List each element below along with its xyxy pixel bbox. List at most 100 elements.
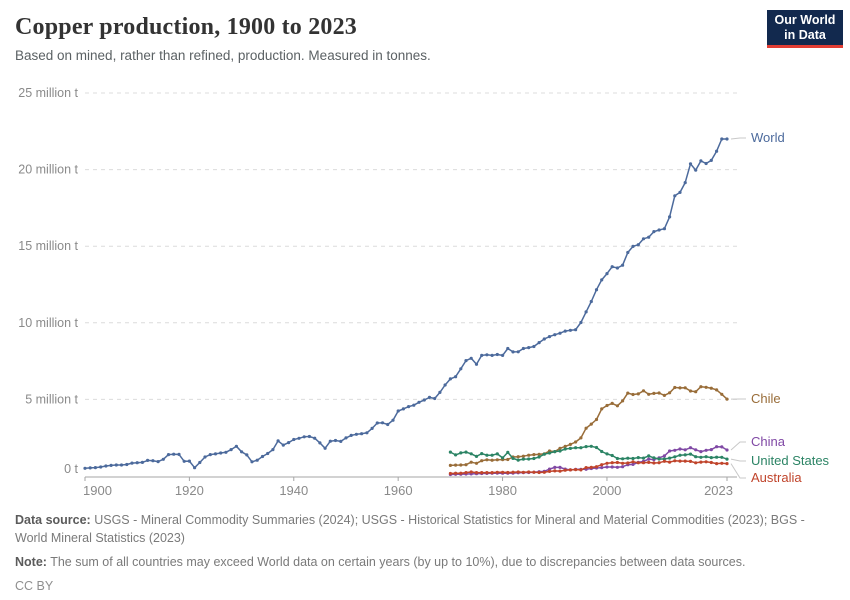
license-link[interactable]: CC BY	[15, 579, 54, 594]
data-point	[553, 333, 557, 337]
owid-logo[interactable]: Our World in Data	[767, 10, 843, 48]
data-point	[407, 405, 411, 409]
data-point	[636, 243, 640, 247]
data-point	[474, 471, 479, 475]
data-point	[521, 454, 526, 458]
data-point	[438, 390, 442, 394]
data-point	[584, 310, 588, 314]
data-point	[704, 455, 708, 459]
data-point	[547, 469, 552, 473]
series-chile[interactable]	[448, 385, 729, 467]
data-point	[193, 466, 197, 470]
data-point	[683, 181, 687, 185]
data-point	[600, 466, 604, 470]
data-point	[584, 426, 588, 430]
line-chart[interactable]: 0 t 5 million t 10 million t 15 million t 20…	[0, 80, 850, 505]
data-point	[709, 460, 713, 465]
data-point	[521, 470, 526, 474]
data-point	[594, 288, 599, 292]
data-point	[704, 385, 708, 389]
data-point	[464, 359, 468, 363]
data-point	[240, 450, 244, 454]
data-point	[568, 468, 573, 472]
data-point	[688, 162, 693, 166]
data-point	[542, 452, 546, 456]
data-point	[694, 168, 698, 172]
data-point	[516, 455, 520, 459]
legend-label-united-states[interactable]: United States	[751, 453, 830, 468]
y-axis-tick-label: 0 t	[64, 462, 78, 476]
data-point	[349, 433, 353, 437]
data-point	[454, 375, 458, 379]
data-source-label: Data source:	[15, 513, 91, 527]
data-point	[615, 266, 620, 270]
series-united-states[interactable]	[448, 444, 729, 462]
data-point	[464, 463, 468, 467]
data-point	[621, 263, 625, 267]
data-point	[511, 470, 515, 474]
data-point	[558, 449, 562, 453]
owid-logo-line2: in Data	[784, 27, 826, 42]
data-point	[485, 471, 489, 475]
data-point	[725, 462, 729, 466]
data-point	[490, 353, 494, 357]
data-point	[454, 463, 458, 467]
legend-label-china[interactable]: China	[751, 434, 786, 449]
data-point	[302, 435, 306, 439]
data-point	[715, 462, 719, 466]
data-point	[584, 466, 588, 470]
data-point	[673, 385, 677, 390]
data-point	[511, 350, 515, 354]
data-point	[485, 458, 489, 462]
data-point	[433, 396, 437, 401]
data-point	[313, 436, 317, 440]
data-point	[600, 449, 604, 454]
x-axis-tick-label: 2000	[592, 483, 621, 498]
data-point	[516, 350, 520, 354]
data-point	[683, 453, 687, 457]
data-point	[495, 458, 499, 462]
data-point	[725, 397, 729, 401]
data-point	[495, 470, 499, 474]
data-point	[547, 451, 552, 455]
data-point	[469, 470, 473, 474]
data-point	[469, 460, 473, 464]
series-world[interactable]	[83, 137, 729, 470]
data-point	[662, 393, 667, 397]
legend-label-australia[interactable]: Australia	[751, 470, 802, 485]
data-point	[589, 465, 593, 469]
data-point	[532, 453, 536, 457]
data-point	[454, 453, 458, 457]
data-point	[474, 461, 479, 465]
data-point	[626, 250, 630, 255]
data-point	[652, 456, 656, 460]
data-point	[725, 137, 729, 141]
data-point	[448, 450, 452, 454]
data-point	[198, 460, 202, 465]
data-point	[506, 470, 510, 475]
data-point	[662, 227, 667, 231]
data-point	[427, 395, 432, 399]
data-point	[255, 458, 259, 462]
data-point	[615, 460, 620, 465]
data-point	[146, 458, 150, 462]
legend-label-chile[interactable]: Chile	[751, 391, 781, 406]
data-point	[709, 158, 713, 162]
data-point	[370, 426, 374, 430]
data-point	[621, 461, 625, 465]
data-point	[172, 452, 176, 456]
data-point	[490, 453, 494, 457]
x-axis-tick-label: 1920	[175, 483, 204, 498]
data-point	[547, 335, 552, 339]
series-australia[interactable]	[448, 459, 729, 476]
data-point	[678, 447, 682, 451]
data-point	[626, 391, 630, 395]
data-point	[474, 454, 479, 458]
data-point	[709, 386, 713, 390]
data-point	[448, 471, 452, 476]
legend-label-world[interactable]: World	[751, 130, 785, 145]
data-point	[182, 459, 186, 463]
data-point	[704, 460, 708, 464]
data-point	[657, 457, 661, 461]
data-point	[99, 465, 103, 469]
